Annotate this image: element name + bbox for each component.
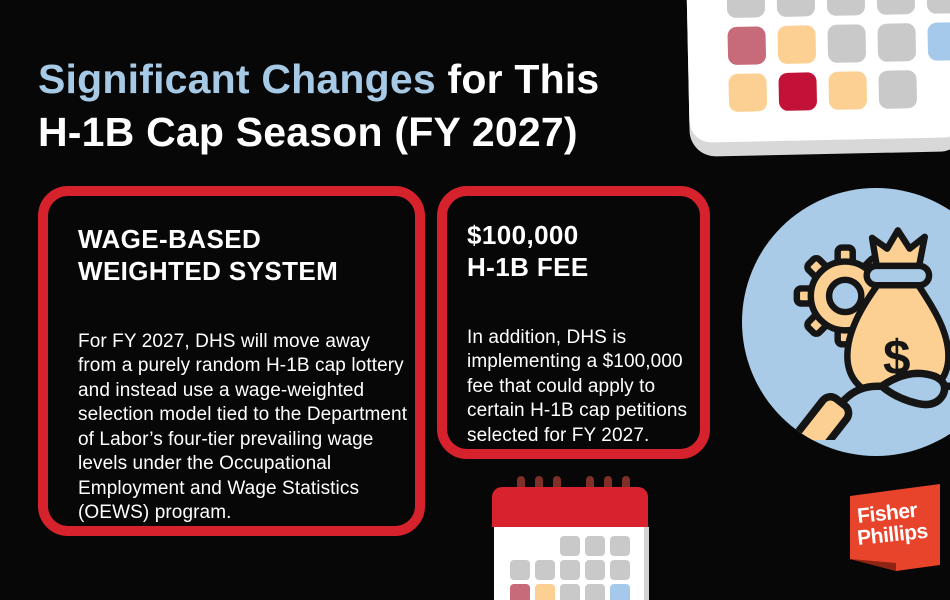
calendar-empty-cell <box>535 536 555 556</box>
calendar-day-cell <box>726 0 766 19</box>
fisher-phillips-logo: Fisher Phillips <box>850 484 940 571</box>
calendar-day-cell <box>776 0 816 18</box>
fee-card-heading: $100,000 H-1B FEE <box>467 220 680 284</box>
sleeve-cuff-icon <box>786 393 853 440</box>
calendar-day-cell <box>777 25 817 65</box>
fee-card: $100,000 H-1B FEE In addition, DHS is im… <box>437 186 710 459</box>
calendar-day-cell <box>827 24 867 63</box>
calendar-day-cell <box>560 536 580 556</box>
calendar-day-cell <box>585 536 605 556</box>
calendar-empty-cell <box>510 536 530 556</box>
calendar-day-cell <box>926 0 950 14</box>
calendar-day-cell <box>877 23 917 62</box>
calendar-day-cell <box>828 71 868 110</box>
calendar-day-cell <box>610 584 630 600</box>
calendar-day-grid <box>510 536 630 600</box>
title-line1-rest: for This <box>435 56 600 103</box>
calendar-day-cell <box>535 584 555 600</box>
calendar-day-cell <box>535 560 555 580</box>
calendar-day-cell <box>510 560 530 580</box>
calendar-day-cell <box>610 560 630 580</box>
page-title: Significant Changes for This H-1B Cap Se… <box>38 53 698 157</box>
money-circle-graphic: $ <box>742 188 950 456</box>
calendar-header <box>492 487 648 527</box>
title-highlight: Significant Changes <box>38 56 436 103</box>
wage-based-card-heading: WAGE-BASED WEIGHTED SYSTEM <box>78 224 385 288</box>
hand-icon <box>786 369 950 440</box>
calendar-day-cell <box>560 560 580 580</box>
logo-banner <box>850 484 940 571</box>
calendar-day-cell <box>727 26 767 66</box>
calendar-empty-cell <box>928 69 950 108</box>
calendar-day-cell <box>728 73 768 113</box>
money-gear-hand-icon: $ <box>786 227 950 440</box>
desk-calendar-icon <box>488 476 654 600</box>
fee-heading-line1: $100,000 <box>467 220 579 250</box>
fee-heading-line2: H-1B FEE <box>467 251 589 282</box>
wage-based-card: WAGE-BASED WEIGHTED SYSTEM For FY 2027, … <box>38 186 425 536</box>
calendar-day-cell <box>876 0 916 15</box>
wage-based-heading-line1: WAGE-BASED <box>78 224 262 254</box>
calendar-icon <box>685 0 950 157</box>
logo-fold <box>850 559 896 571</box>
calendar-day-grid <box>726 0 950 113</box>
fee-card-body: In addition, DHS is implementing a $100,… <box>467 326 688 446</box>
calendar-day-cell <box>510 584 530 600</box>
calendar-day-cell <box>927 22 950 61</box>
calendar-day-cell <box>560 584 580 600</box>
calendar-day-cell <box>610 536 630 556</box>
calendar-edge-shadow <box>644 527 649 600</box>
calendar-day-cell <box>878 70 918 109</box>
calendar-day-cell <box>826 0 866 16</box>
calendar-day-cell <box>778 72 818 111</box>
calendar-day-cell <box>585 584 605 600</box>
wage-based-heading-line2: WEIGHTED SYSTEM <box>78 255 339 286</box>
title-line2: H-1B Cap Season (FY 2027) <box>38 108 578 155</box>
calendar-day-cell <box>585 560 605 580</box>
wage-based-card-body: For FY 2027, DHS will move away from a p… <box>78 330 408 524</box>
